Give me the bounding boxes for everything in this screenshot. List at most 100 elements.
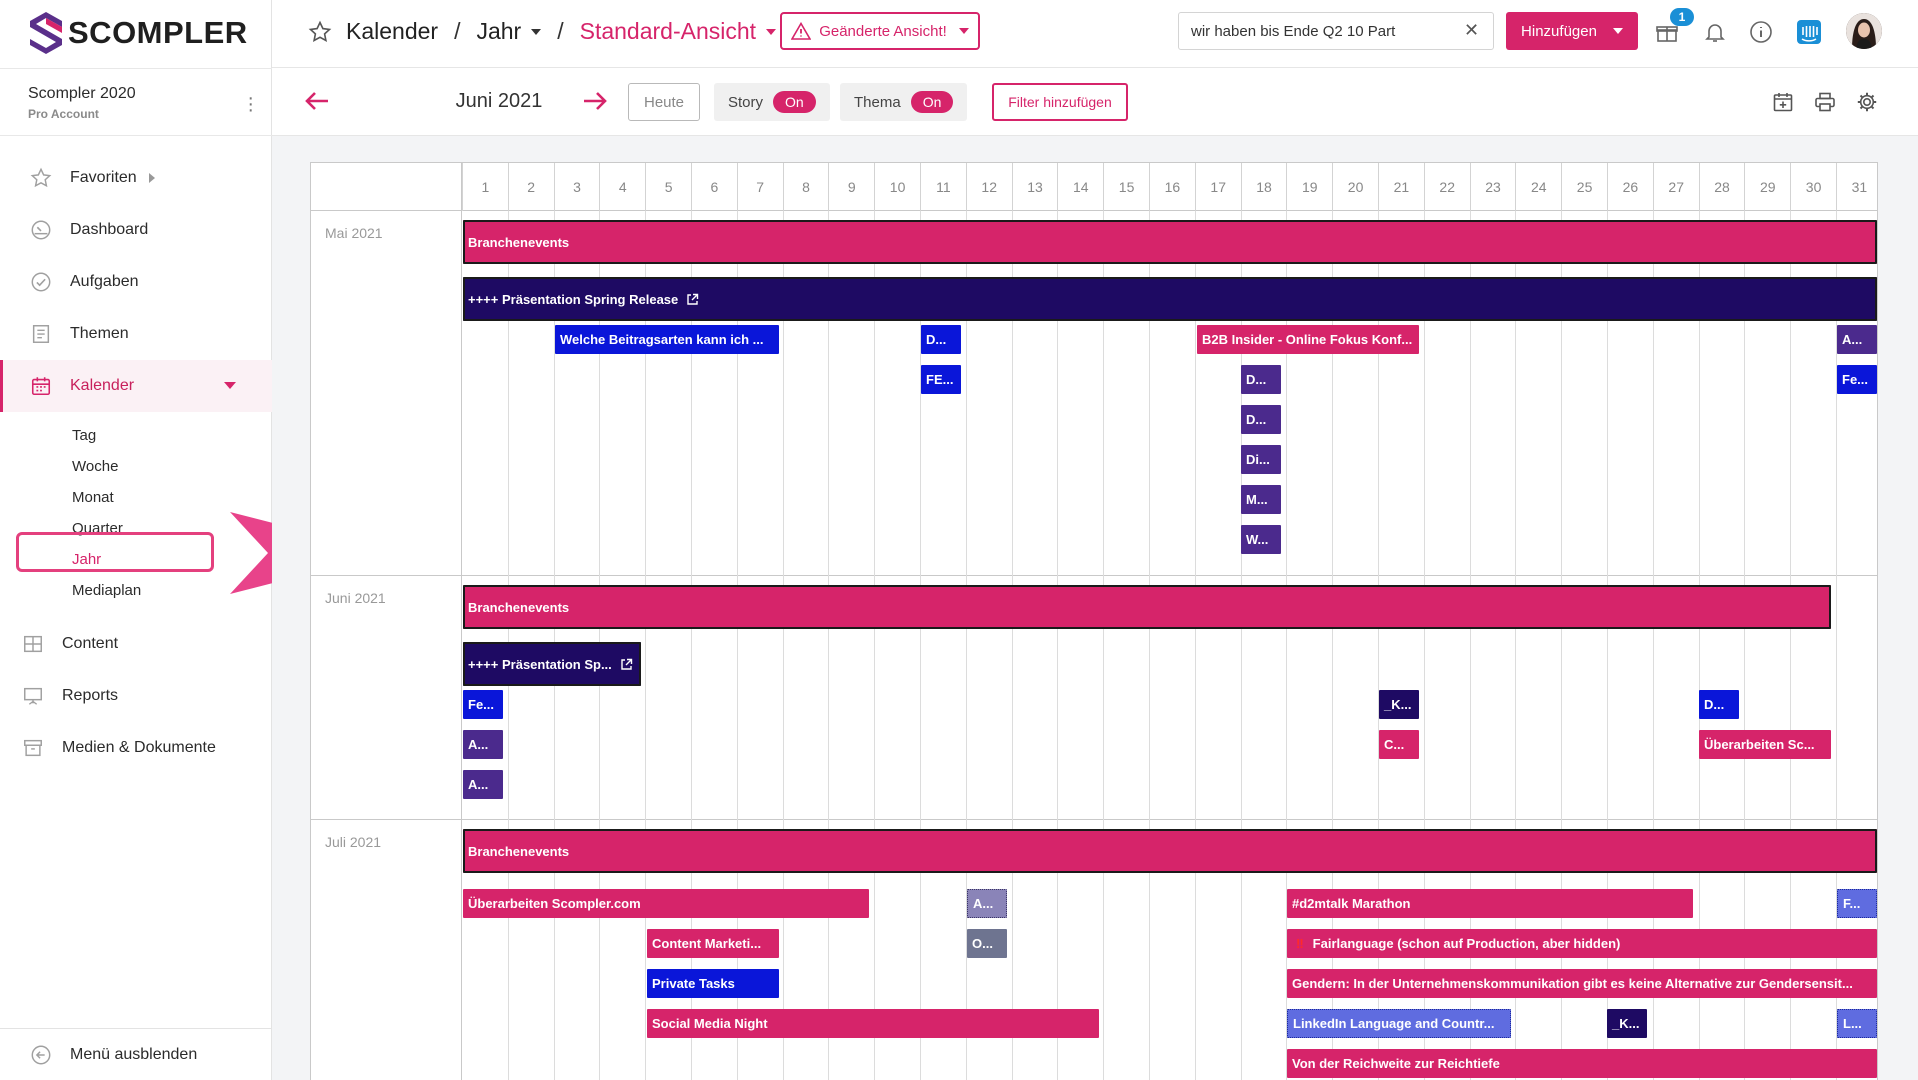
event-bar[interactable]: M... [1241,485,1281,514]
breadcrumb-kalender[interactable]: Kalender [346,18,439,44]
event-bar[interactable]: A... [967,889,1007,918]
event-bar[interactable]: O... [967,929,1007,958]
event-bar[interactable]: D... [921,325,961,354]
view-selector[interactable]: Standard-Ansicht [579,18,757,44]
bell-icon[interactable] [1702,19,1728,45]
event-bar[interactable]: L... [1837,1009,1877,1038]
event-bar[interactable]: ++++ Präsentation Spring Release [463,277,1877,321]
event-bar[interactable]: Branchenevents [463,585,1831,629]
event-bar[interactable]: D... [1699,690,1739,719]
subnav-monat[interactable]: Monat [72,489,114,506]
main-nav: Favoriten Dashboard Aufgaben Themen K [0,152,272,774]
event-bar[interactable]: F... [1837,889,1877,918]
event-bar[interactable]: W... [1241,525,1281,554]
add-filter-button[interactable]: Filter hinzufügen [992,83,1128,121]
close-icon[interactable]: ✕ [1464,20,1480,40]
event-bar[interactable]: Content Marketi... [647,929,779,958]
arrow-left-icon[interactable] [304,90,330,112]
nav-item-favoriten[interactable]: Favoriten [0,152,272,204]
event-bar[interactable]: Gendern: In der Unternehmenskommunikatio… [1287,969,1877,998]
event-bar[interactable]: Überarbeiten Scompler.com [463,889,869,918]
subnav-mediaplan[interactable]: Mediaplan [72,582,142,599]
print-icon[interactable] [1814,91,1836,113]
event-bar[interactable]: Von der Reichweite zur Reichtiefe [1287,1049,1877,1078]
nav-item-aufgaben[interactable]: Aufgaben [0,256,272,308]
info-icon[interactable] [1748,19,1774,45]
chevron-down-icon[interactable] [531,28,542,35]
event-bar[interactable]: A... [463,770,503,799]
event-bar[interactable]: B2B Insider - Online Fokus Konf... [1197,325,1419,354]
event-bar[interactable]: !! Fairlanguage (schon auf Production, a… [1287,929,1877,958]
event-bar[interactable]: Fe... [1837,365,1877,394]
nav-item-content[interactable]: Content [0,618,272,670]
day-header: 22 [1423,163,1470,211]
calendar-icon [30,375,52,397]
day-header: 13 [1011,163,1058,211]
event-bar[interactable]: Überarbeiten Sc... [1699,730,1831,759]
event-bar[interactable]: ++++ Präsentation Sp... [463,642,641,686]
nav-item-dashboard[interactable]: Dashboard [0,204,272,256]
current-month: Juni 2021 [455,90,543,112]
changed-view-button[interactable]: Geänderte Ansicht! [780,12,980,50]
gear-icon[interactable] [1856,91,1878,113]
month-name: Mai 2021 [325,225,383,241]
arrow-right-icon[interactable] [582,90,608,112]
avatar[interactable] [1846,13,1882,49]
brand-logo[interactable]: SCOMPLER [28,8,248,58]
hide-menu-button[interactable]: Menü ausblenden [0,1028,272,1080]
day-divider [1378,211,1379,1080]
chevron-right-icon [148,173,155,183]
search-input[interactable]: wir haben bis Ende Q2 10 Part [1178,12,1494,50]
nav-item-themen[interactable]: Themen [0,308,272,360]
day-header: 26 [1607,163,1653,211]
month-row-mai: Mai 2021 [311,211,1877,576]
event-bar[interactable]: Social Media Night [647,1009,1099,1038]
event-bar[interactable]: A... [463,730,503,759]
event-bar[interactable]: C... [1379,730,1419,759]
event-bar[interactable]: LinkedIn Language and Countr... [1287,1009,1511,1038]
month-row-juli: Juli 2021 [311,820,1877,1080]
add-button[interactable]: Hinzufügen [1506,12,1638,50]
theme-toggle[interactable]: Thema On [840,83,968,121]
nav-item-medien[interactable]: Medien & Dokumente [0,722,272,774]
event-bar[interactable]: Branchenevents [463,829,1877,873]
event-bar[interactable]: Welche Beitragsarten kann ich ... [555,325,779,354]
today-button[interactable]: Heute [628,83,700,121]
event-bar[interactable]: Di... [1241,445,1281,474]
day-header: 27 [1652,163,1699,211]
intercom-icon[interactable] [1796,19,1822,45]
event-bar[interactable]: Branchenevents [463,220,1877,264]
day-divider [1286,211,1288,1080]
event-bar[interactable]: Fe... [463,690,503,719]
subnav-tag[interactable]: Tag [72,427,97,444]
day-divider [1744,211,1746,1080]
chevron-down-icon[interactable] [766,28,777,35]
event-bar[interactable]: _K... [1379,690,1419,719]
event-bar[interactable]: D... [1241,365,1281,394]
event-bar[interactable]: #d2mtalk Marathon [1287,889,1693,918]
favorite-star-icon[interactable] [308,20,332,44]
event-bar[interactable]: D... [1241,405,1281,434]
add-label: Hinzufügen [1521,22,1597,40]
subnav-jahr[interactable]: Jahr [72,551,102,568]
event-bar[interactable]: _K... [1607,1009,1647,1038]
nav-label: Favoriten [70,169,137,186]
account-name: Scompler 2020 [28,85,136,102]
nav-item-kalender[interactable]: Kalender [0,360,272,412]
highlight-box [16,532,214,572]
nav-item-reports[interactable]: Reports [0,670,272,722]
external-link-icon[interactable] [686,293,699,306]
external-link-icon[interactable] [620,658,633,671]
event-bar[interactable]: FE... [921,365,961,394]
account-switcher[interactable]: Scompler 2020 Pro Account · · · [0,68,272,136]
gift-icon[interactable] [1654,19,1680,45]
breadcrumb-jahr[interactable]: Jahr [476,18,522,44]
event-bar[interactable]: Private Tasks [647,969,779,998]
day-header: 1 [462,163,508,211]
day-divider [645,211,647,1080]
event-bar[interactable]: A... [1837,325,1877,354]
story-toggle[interactable]: Story On [714,83,830,121]
more-vertical-icon[interactable]: · · · [247,87,254,121]
subnav-woche[interactable]: Woche [72,458,119,475]
calendar-add-icon[interactable] [1772,91,1794,113]
